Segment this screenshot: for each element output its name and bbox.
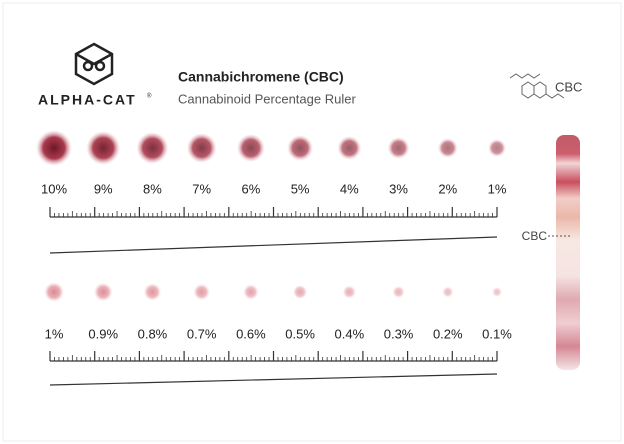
diagonal-line — [49, 236, 498, 254]
percent-label: 7% — [192, 181, 211, 196]
spot — [236, 134, 265, 162]
brand: ALPHA-CAT — [38, 92, 137, 108]
spot — [243, 284, 259, 300]
spot — [193, 283, 211, 301]
percent-label: 0.5% — [285, 326, 315, 341]
strip-label: CBC — [522, 229, 548, 243]
spot — [36, 130, 72, 166]
percent-label: 0.8% — [138, 326, 168, 341]
percent-label: 0.6% — [236, 326, 266, 341]
spot — [44, 282, 64, 302]
percent-label: 0.9% — [88, 326, 118, 341]
logo — [74, 42, 114, 86]
spot — [337, 136, 362, 160]
spot — [292, 284, 308, 300]
percent-label: 4% — [340, 181, 359, 196]
percent-label: 2% — [438, 181, 457, 196]
percent-label: 1% — [488, 181, 507, 196]
subtitle: Cannabinoid Percentage Ruler — [178, 91, 356, 106]
spot — [287, 135, 314, 161]
percent-label: 8% — [143, 181, 162, 196]
spot — [143, 283, 162, 301]
molecule-label: CBC — [555, 79, 582, 94]
percent-label: 0.2% — [433, 326, 463, 341]
registered-mark: ® — [147, 93, 152, 100]
spot — [442, 286, 454, 298]
spot — [492, 287, 502, 297]
spot — [342, 285, 357, 299]
title: Cannabichromene (CBC) — [178, 69, 344, 85]
spot — [392, 285, 405, 299]
spot — [488, 139, 506, 157]
tlc-strip — [556, 135, 580, 370]
percent-label: 9% — [94, 181, 113, 196]
spot — [86, 131, 121, 165]
percent-label: 5% — [291, 181, 310, 196]
molecule — [509, 73, 565, 99]
percent-label: 6% — [241, 181, 260, 196]
percent-label: 3% — [389, 181, 408, 196]
spot — [437, 138, 458, 158]
spot — [186, 133, 217, 163]
spot — [136, 132, 169, 164]
percent-label: 1% — [45, 326, 64, 341]
spot — [387, 137, 410, 159]
percent-label: 0.4% — [335, 326, 365, 341]
spot — [93, 282, 113, 302]
percent-label: 0.3% — [384, 326, 414, 341]
percent-label: 10% — [41, 181, 67, 196]
percent-label: 0.1% — [482, 326, 512, 341]
diagonal-line — [49, 373, 498, 386]
percent-label: 0.7% — [187, 326, 217, 341]
